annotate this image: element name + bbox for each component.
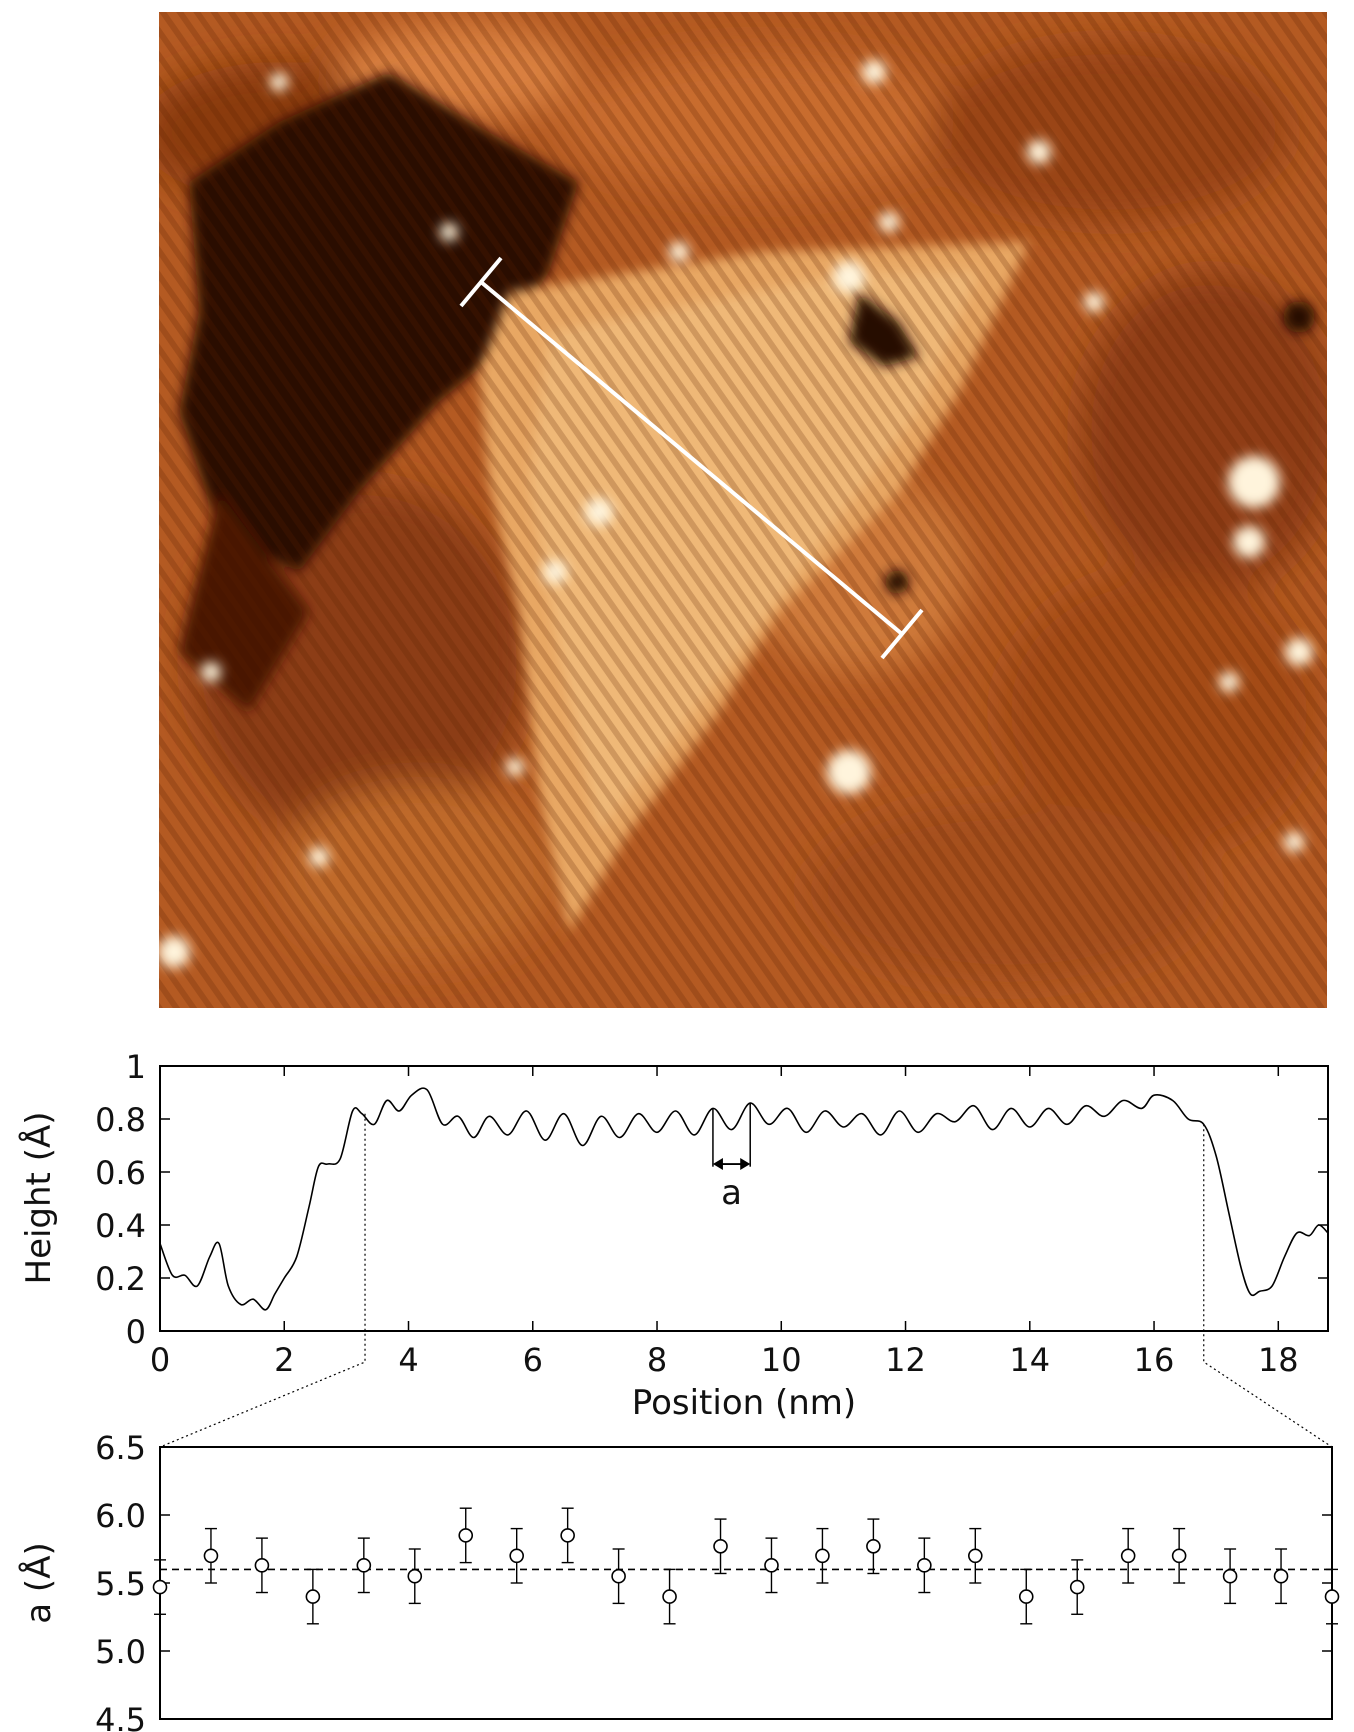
profile-x-tick-label: 18 <box>1258 1341 1299 1379</box>
profile-x-tick-label: 0 <box>150 1341 170 1379</box>
data-marker <box>509 1548 524 1564</box>
lattice-point <box>713 1518 728 1575</box>
data-marker <box>203 1548 219 1564</box>
stm-defects <box>849 292 1315 594</box>
profile-y-axis-label: Height (Å) <box>18 1112 59 1285</box>
lattice-point <box>1018 1568 1034 1625</box>
lattice-point <box>1120 1527 1136 1584</box>
data-marker <box>407 1568 423 1584</box>
data-marker <box>152 1579 168 1595</box>
annotation-arrow-head-left <box>712 1158 723 1171</box>
profile-x-tick-label: 12 <box>885 1341 926 1379</box>
lattice-point <box>1273 1548 1289 1605</box>
lattice-point <box>968 1527 983 1584</box>
lattice-y-ticks: 6.5 6.0 5.5 5.0 4.5 <box>95 1429 1332 1732</box>
zoom-guides <box>159 1113 1333 1448</box>
data-marker <box>611 1568 626 1584</box>
profile-y-tick-label: 0.4 <box>95 1207 146 1245</box>
profile-y-tick-label: 0 <box>126 1313 146 1351</box>
lattice-y-tick-label: 6.0 <box>95 1497 146 1535</box>
profile-plot-frame <box>159 1065 1329 1332</box>
data-marker <box>560 1528 575 1543</box>
profile-x-tick-label: 4 <box>398 1341 418 1379</box>
data-marker <box>917 1558 932 1573</box>
lattice-y-tick-label: 5.5 <box>95 1565 146 1603</box>
lattice-point <box>458 1507 474 1564</box>
zoom-guide-right <box>1203 1124 1333 1448</box>
lattice-point <box>152 1559 168 1615</box>
profile-x-tick-label: 14 <box>1009 1341 1050 1379</box>
annotation-label: a <box>721 1173 742 1213</box>
data-marker <box>866 1538 881 1554</box>
lattice-parameter-chart: 6.5 6.0 5.5 5.0 4.5 a (Å) <box>18 1429 1340 1732</box>
data-marker <box>713 1538 728 1554</box>
lattice-point <box>764 1537 779 1594</box>
data-marker <box>1120 1548 1136 1564</box>
height-profile-line <box>159 1087 1329 1311</box>
profile-y-ticks: 0 0.2 0.4 0.6 0.8 1 <box>95 1048 1328 1351</box>
data-marker <box>1018 1589 1034 1604</box>
lattice-point <box>1324 1568 1340 1625</box>
zoom-guide-left <box>159 1113 366 1448</box>
data-marker <box>662 1589 677 1604</box>
lattice-spacing-annotation: a <box>712 1103 751 1213</box>
lattice-point <box>560 1507 575 1564</box>
profile-x-tick-label: 10 <box>761 1341 802 1379</box>
height-profile-chart: 0 0.2 0.4 0.6 0.8 1 0 2 4 6 8 10 12 14 16 18 a Positio… <box>18 1048 1329 1423</box>
profile-x-axis-label: Position (nm) <box>632 1383 856 1423</box>
stm-topography-image <box>159 12 1327 1008</box>
data-marker <box>1273 1568 1289 1584</box>
lattice-point <box>254 1537 270 1594</box>
lattice-point <box>407 1548 423 1605</box>
data-marker <box>764 1558 779 1573</box>
lattice-point <box>917 1537 932 1594</box>
profile-x-ticks: 0 2 4 6 8 10 12 14 16 18 <box>150 1066 1299 1379</box>
data-marker <box>815 1548 830 1564</box>
profile-x-tick-label: 16 <box>1134 1341 1175 1379</box>
lattice-point <box>662 1568 677 1625</box>
data-marker <box>1222 1568 1238 1584</box>
lattice-plot-frame <box>159 1446 1333 1720</box>
lattice-point <box>611 1548 626 1605</box>
profile-x-tick-label: 2 <box>274 1341 294 1379</box>
data-marker <box>968 1548 983 1564</box>
stm-atomic-rows <box>159 12 1327 1008</box>
annotation-arrow-head-right <box>740 1158 751 1171</box>
lattice-y-tick-label: 5.0 <box>95 1633 146 1671</box>
lattice-point <box>509 1527 524 1584</box>
lattice-point <box>203 1527 219 1584</box>
data-marker <box>458 1528 474 1543</box>
lattice-point <box>866 1518 881 1575</box>
lattice-y-tick-label: 6.5 <box>95 1429 146 1467</box>
lattice-point <box>1222 1548 1238 1605</box>
data-marker <box>1069 1579 1085 1595</box>
data-marker <box>1171 1548 1187 1564</box>
stm-adatoms <box>159 60 1313 968</box>
profile-y-tick-label: 0.8 <box>95 1101 146 1139</box>
data-marker <box>1324 1589 1340 1604</box>
lattice-point <box>1171 1527 1187 1584</box>
lattice-point <box>305 1568 321 1625</box>
lattice-data-points <box>152 1507 1340 1625</box>
lattice-point <box>1069 1559 1085 1615</box>
profile-y-tick-label: 0.2 <box>95 1260 146 1298</box>
lattice-point <box>356 1537 372 1594</box>
lattice-point <box>815 1527 830 1584</box>
data-marker <box>254 1558 270 1573</box>
profile-x-tick-label: 8 <box>647 1341 667 1379</box>
data-marker <box>356 1558 372 1573</box>
data-marker <box>305 1589 321 1604</box>
profile-y-tick-label: 1 <box>126 1048 146 1086</box>
lattice-y-axis-label: a (Å) <box>18 1542 59 1623</box>
profile-x-tick-label: 6 <box>523 1341 543 1379</box>
lattice-y-tick-label: 4.5 <box>95 1701 146 1732</box>
profile-y-tick-label: 0.6 <box>95 1154 146 1192</box>
profile-line-marker <box>459 256 924 660</box>
